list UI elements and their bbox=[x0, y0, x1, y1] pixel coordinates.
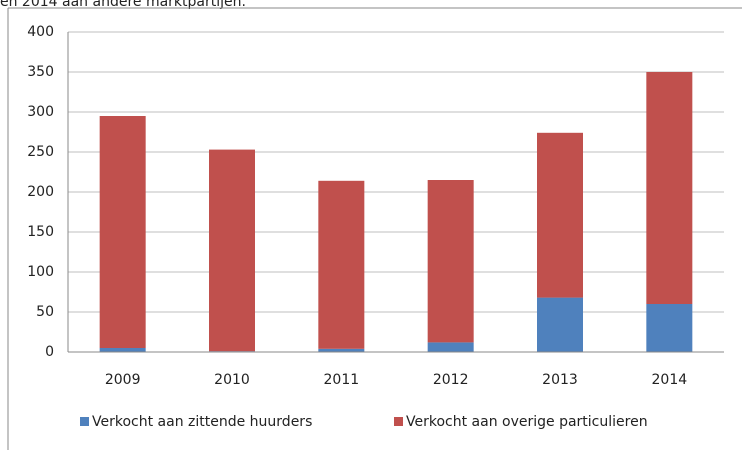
y-tick-label: 150 bbox=[27, 224, 54, 240]
y-tick-label: 100 bbox=[27, 264, 54, 280]
bar-segment bbox=[318, 180, 365, 349]
chart-subtitle: en 2014 aan andere marktpartijen. bbox=[0, 0, 246, 10]
y-tick-label: 350 bbox=[27, 64, 54, 80]
bar-segment bbox=[646, 72, 693, 304]
y-tick-label: 250 bbox=[27, 144, 54, 160]
y-tick-label: 400 bbox=[27, 24, 54, 40]
x-tick-label: 2014 bbox=[652, 372, 688, 388]
bar-segment bbox=[427, 180, 474, 343]
x-tick-label: 2011 bbox=[324, 372, 360, 388]
legend-label: Verkocht aan overige particulieren bbox=[406, 414, 648, 430]
y-tick-label: 200 bbox=[27, 184, 54, 200]
y-tick-label: 300 bbox=[27, 104, 54, 120]
bar-segment bbox=[646, 304, 693, 352]
legend-swatch bbox=[394, 417, 403, 426]
x-tick-label: 2012 bbox=[433, 372, 469, 388]
y-tick-label: 0 bbox=[45, 344, 54, 360]
bar-segment bbox=[99, 116, 146, 348]
legend-swatch bbox=[80, 417, 89, 426]
x-tick-label: 2013 bbox=[542, 372, 578, 388]
bar-segment bbox=[427, 342, 474, 352]
x-tick-label: 2009 bbox=[105, 372, 141, 388]
legend-label: Verkocht aan zittende huurders bbox=[92, 414, 312, 430]
bar-segment bbox=[318, 348, 365, 352]
bar-segment bbox=[209, 149, 255, 352]
bar-segment bbox=[99, 348, 146, 352]
y-tick-label: 50 bbox=[36, 304, 54, 320]
bar-segment bbox=[537, 297, 583, 352]
x-tick-label: 2010 bbox=[214, 372, 250, 388]
bar-segment bbox=[537, 132, 583, 298]
